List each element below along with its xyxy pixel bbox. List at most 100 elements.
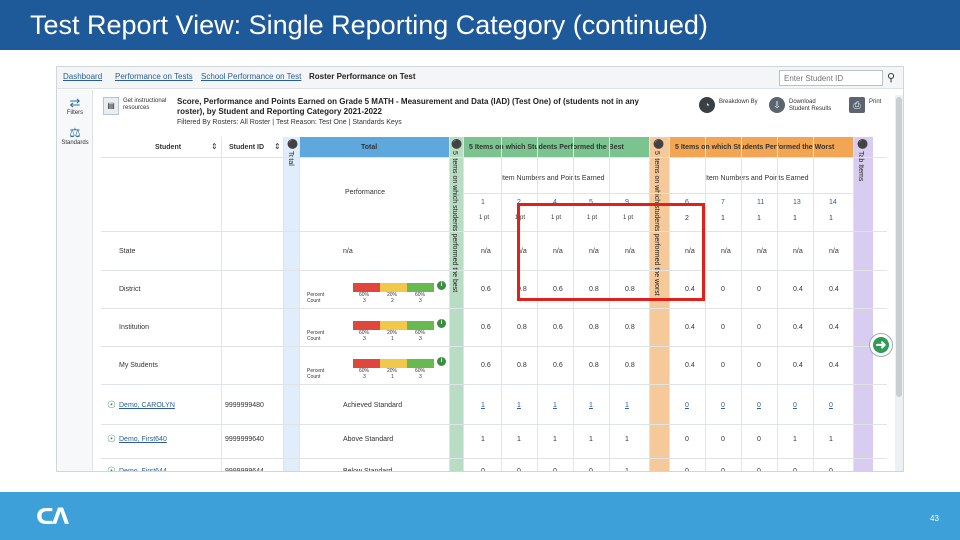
slide-title: Test Report View: Single Reporting Categ… <box>30 10 708 40</box>
worst-item-number[interactable]: 13 <box>793 199 801 206</box>
worst-item-score[interactable]: 1 <box>793 436 797 443</box>
student-details-icon[interactable]: ☉ <box>107 400 116 411</box>
column-divider <box>299 137 300 471</box>
best-item-number[interactable]: 4 <box>553 199 557 206</box>
worst-item-number[interactable]: 6 <box>685 199 689 206</box>
breadcrumb-roster-performance: Roster Performance on Test <box>309 72 416 81</box>
best-item-score[interactable]: 0 <box>481 468 485 472</box>
best-item-score[interactable]: 1 <box>625 402 629 409</box>
search-icon[interactable]: ⚲ <box>887 72 896 84</box>
best-item-score[interactable]: 1 <box>625 468 629 472</box>
best-item-score: n/a <box>553 248 563 255</box>
count-value: 1 <box>391 336 394 342</box>
best-item-score[interactable]: 0 <box>553 468 557 472</box>
row-name[interactable]: Demo, CAROLYN <box>119 402 175 409</box>
scrollbar-thumb[interactable] <box>896 97 902 397</box>
info-icon[interactable]: i <box>437 357 446 366</box>
worst-item-score[interactable]: 0 <box>721 468 725 472</box>
slide-footer <box>0 492 960 540</box>
best-band <box>449 137 463 471</box>
worst-item-score[interactable]: 0 <box>685 468 689 472</box>
best-items-header: 5 Items on which Students Performed the … <box>469 144 624 151</box>
worst-item-score[interactable]: 0 <box>793 402 797 409</box>
breadcrumb-dashboard[interactable]: Dashboard <box>63 72 103 81</box>
breadcrumb-school-performance[interactable]: School Performance on Test <box>201 72 302 81</box>
worst-item-score[interactable]: 0 <box>685 402 689 409</box>
best-item-score[interactable]: 1 <box>589 436 593 443</box>
student-id-column-header[interactable]: Student ID <box>229 144 264 151</box>
column-divider <box>221 137 222 471</box>
breadcrumb-performance-on-tests[interactable]: Performance on Tests <box>115 72 193 81</box>
row-name[interactable]: Demo, First644 <box>119 468 167 472</box>
best-item-score[interactable]: 1 <box>517 402 521 409</box>
percent-row-label: Percent <box>307 330 325 336</box>
worst-item-score: 0 <box>757 362 761 369</box>
collapse-tab-items-icon[interactable]: ⚫ <box>857 139 869 149</box>
best-item-score[interactable]: 0 <box>589 468 593 472</box>
best-item-points: 1 pt <box>515 215 526 221</box>
header-divider <box>463 193 853 194</box>
count-row-label: Count <box>307 374 321 380</box>
worst-item-score[interactable]: 0 <box>721 436 725 443</box>
collapse-best-icon[interactable]: ⚫ <box>451 139 463 149</box>
worst-item-score[interactable]: 0 <box>757 436 761 443</box>
row-student-id: 9999999640 <box>225 436 264 443</box>
best-item-score: 0.6 <box>481 324 491 331</box>
column-divider <box>669 137 670 471</box>
row-student-id: 9999999480 <box>225 402 264 409</box>
best-item-score[interactable]: 1 <box>517 436 521 443</box>
worst-item-number[interactable]: 14 <box>829 199 837 206</box>
total-header-bg <box>299 137 449 157</box>
worst-item-score[interactable]: 0 <box>829 402 833 409</box>
best-item-score[interactable]: 1 <box>553 402 557 409</box>
percent-value: 60% <box>359 330 370 336</box>
worst-item-score: n/a <box>685 248 695 255</box>
student-details-icon[interactable]: ☉ <box>107 434 116 445</box>
instructional-resources-button[interactable]: ▤ Get instructional resources <box>103 97 173 115</box>
info-icon[interactable]: i <box>437 281 446 290</box>
best-item-score[interactable]: 1 <box>481 402 485 409</box>
performance-segment <box>353 359 380 368</box>
best-item-score: n/a <box>625 248 635 255</box>
performance-segment <box>353 321 380 330</box>
best-item-points: 1 pt <box>587 215 598 221</box>
collapse-worst-icon[interactable]: ⚫ <box>653 139 665 149</box>
expand-columns-button[interactable]: ➜ <box>869 333 893 357</box>
worst-item-number[interactable]: 7 <box>721 199 725 206</box>
worst-item-score[interactable]: 0 <box>829 468 833 472</box>
best-item-number[interactable]: 1 <box>481 199 485 206</box>
best-item-score[interactable]: 0 <box>517 468 521 472</box>
best-item-number[interactable]: 9 <box>625 199 629 206</box>
sort-icon[interactable]: ⇕ <box>211 142 218 151</box>
best-item-score[interactable]: 1 <box>589 402 593 409</box>
worst-item-score[interactable]: 1 <box>829 436 833 443</box>
best-item-number[interactable]: 2 <box>517 199 521 206</box>
row-divider <box>101 346 887 347</box>
count-row-label: Count <box>307 336 321 342</box>
worst-item-score[interactable]: 0 <box>757 468 761 472</box>
column-divider <box>537 137 538 471</box>
filters-button[interactable]: ⇄ Filters <box>59 96 91 117</box>
collapse-total-icon[interactable]: ⚫ <box>287 139 299 149</box>
student-details-icon[interactable]: ☉ <box>107 466 116 472</box>
count-value: 2 <box>391 298 394 304</box>
student-id-search-input[interactable] <box>779 70 883 86</box>
best-item-score[interactable]: 1 <box>553 436 557 443</box>
worst-item-score[interactable]: 0 <box>793 468 797 472</box>
worst-item-score[interactable]: 0 <box>721 402 725 409</box>
best-item-number[interactable]: 5 <box>589 199 593 206</box>
sort-icon[interactable]: ⇕ <box>274 142 281 151</box>
student-column-header[interactable]: Student <box>155 144 182 151</box>
standards-button[interactable]: ⚖ Standards <box>59 126 91 147</box>
best-item-score[interactable]: 1 <box>481 436 485 443</box>
worst-item-score[interactable]: 0 <box>685 436 689 443</box>
row-name[interactable]: Demo, First640 <box>119 436 167 443</box>
percent-value: 60% <box>359 292 370 298</box>
info-icon[interactable]: i <box>437 319 446 328</box>
worst-item-score: n/a <box>793 248 803 255</box>
worst-item-score[interactable]: 0 <box>757 402 761 409</box>
report-screenshot: Dashboard Performance on Tests School Pe… <box>56 66 904 472</box>
best-item-score[interactable]: 1 <box>625 436 629 443</box>
worst-items-subheader: Item Numbers and Points Earned <box>705 175 809 182</box>
worst-item-number[interactable]: 11 <box>757 199 765 206</box>
